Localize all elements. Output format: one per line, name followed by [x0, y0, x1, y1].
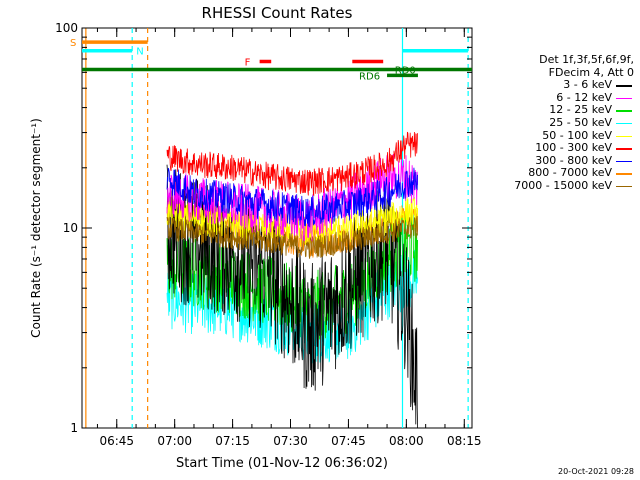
- timestamp: 20-Oct-2021 09:28: [558, 467, 634, 476]
- y-axis-label: Count Rate (s⁻¹ detector segment⁻¹): [29, 118, 43, 338]
- legend-item: 300 - 800 keV: [484, 153, 634, 168]
- legend-label: 7000 - 15000 keV: [514, 178, 612, 192]
- x-tick-label: 06:45: [99, 434, 134, 448]
- legend-swatch: [616, 122, 632, 125]
- legend-swatch: [616, 160, 632, 163]
- legend-swatch: [616, 173, 632, 175]
- legend-header-decimation: FDecim 4, Att 0: [548, 65, 634, 79]
- series-line: [166, 131, 418, 197]
- legend-item: 50 - 100 keV: [484, 128, 634, 143]
- y-tick-label: 100: [55, 21, 78, 35]
- legend-label: 25 - 50 keV: [549, 115, 612, 129]
- flag-label: RD0: [395, 66, 416, 77]
- x-tick-label: 08:00: [389, 434, 424, 448]
- legend-item: 800 - 7000 keV: [484, 167, 634, 180]
- legend-label: 100 - 300 keV: [535, 141, 612, 155]
- legend-header-detectors: Det 1f,3f,5f,6f,9f,: [539, 53, 634, 66]
- x-tick-label: 08:15: [447, 434, 482, 448]
- legend-item: 7000 - 15000 keV: [484, 178, 634, 193]
- flag-label: F: [245, 57, 251, 68]
- flag-label: S: [70, 38, 76, 49]
- y-tick-label: 1: [70, 421, 78, 435]
- x-tick-label: 07:45: [331, 434, 366, 448]
- legend-item: 12 - 25 keV: [484, 104, 634, 117]
- legend-label: 3 - 6 keV: [563, 78, 612, 92]
- legend-swatch: [616, 185, 632, 188]
- legend-swatch: [616, 97, 632, 100]
- legend-item: 6 - 12 keV: [484, 90, 634, 105]
- legend-label: 6 - 12 keV: [556, 90, 612, 104]
- legend-label: 800 - 7000 keV: [528, 166, 612, 180]
- legend-item: 25 - 50 keV: [484, 115, 634, 130]
- legend-item: 3 - 6 keV: [484, 78, 634, 92]
- x-tick-label: 07:15: [215, 434, 250, 448]
- legend-swatch: [616, 135, 632, 138]
- x-tick-label: 07:00: [157, 434, 192, 448]
- legend-label: 12 - 25 keV: [549, 103, 612, 117]
- x-axis-label: Start Time (01-Nov-12 06:36:02): [176, 456, 388, 471]
- legend-item: 100 - 300 keV: [484, 141, 634, 155]
- x-tick-label: 07:30: [273, 434, 308, 448]
- legend-label: 300 - 800 keV: [535, 153, 612, 167]
- legend-swatch: [616, 148, 632, 150]
- chart-title: RHESSI Count Rates: [202, 4, 353, 22]
- series-line: [166, 216, 418, 259]
- flag-label: N: [136, 47, 143, 58]
- legend-label: 50 - 100 keV: [542, 128, 612, 142]
- legend: Det 1f,3f,5f,6f,9f, FDecim 4, Att 0 3 - …: [484, 53, 634, 193]
- series-line: [166, 167, 418, 228]
- legend-swatch: [616, 85, 632, 87]
- y-tick-label: 10: [63, 221, 78, 235]
- flag-label: RD6: [359, 71, 380, 82]
- legend-swatch: [616, 110, 632, 112]
